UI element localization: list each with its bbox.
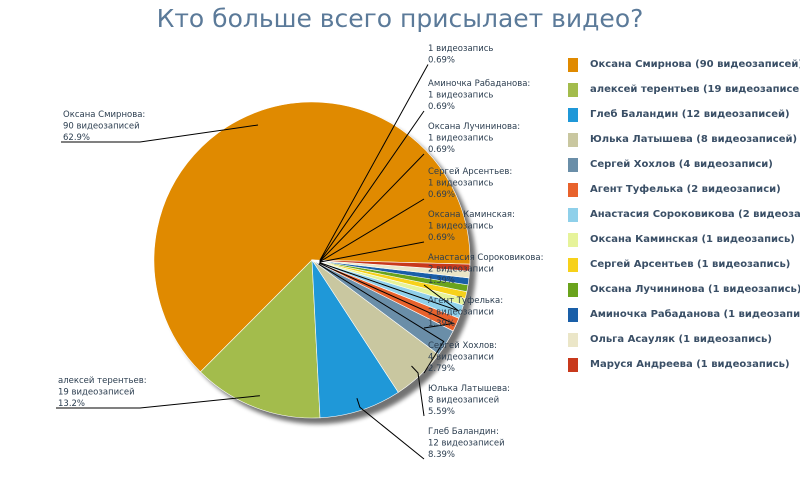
legend-swatch [568, 232, 578, 247]
legend-label: Анастасия Сороковикова (2 видеозаписи) [590, 209, 800, 220]
data-label-10: Аминочка Рабаданова: 1 видеозапись 0.69% [428, 79, 530, 112]
legend-swatch [568, 357, 578, 372]
data-label-9: Оксана Лучининова: 1 видеозапись 0.69% [428, 122, 520, 155]
legend-item-7: Оксана Каминская (1 видеозапись) [568, 227, 800, 252]
legend-label: Агент Туфелька (2 видеозаписи) [590, 184, 781, 195]
data-label-0: Оксана Смирнова: 90 видеозаписей 62.9% [63, 110, 145, 143]
pie-slice-12 [311, 259, 471, 272]
label-connector-7 [319, 241, 425, 263]
label-connector-6 [319, 262, 459, 312]
chart-title: Кто больше всего присылает видео? [156, 4, 644, 33]
legend-label: Глеб Баландин (12 видеозаписей) [590, 109, 790, 120]
legend-swatch [568, 332, 578, 347]
label-connector-8 [319, 198, 425, 263]
legend-label: Оксана Смирнова (90 видеозаписей) [590, 59, 800, 70]
legend-label: Сергей Арсентьев (1 видеозапись) [590, 259, 791, 270]
legend-item-0: Оксана Смирнова (90 видеозаписей) [568, 52, 800, 77]
pie-slice-0 [153, 101, 471, 373]
legend-swatch [568, 157, 578, 172]
legend-swatch [568, 282, 578, 297]
legend-item-2: Глеб Баландин (12 видеозаписей) [568, 102, 800, 127]
legend-swatch [568, 132, 578, 147]
data-label-6: Анастасия Сороковикова: 2 видеозаписи 1.39… [428, 253, 543, 286]
legend-label: Маруся Андреева (1 видеозапись) [590, 359, 790, 370]
pie-slice-1 [199, 259, 321, 419]
legend-label: алексей терентьев (19 видеозаписей) [590, 84, 800, 95]
label-connector-10 [319, 110, 425, 262]
legend-swatch [568, 57, 578, 72]
legend-item-12: Маруся Андреева (1 видеозапись) [568, 352, 800, 377]
label-connector-4 [318, 263, 445, 374]
legend-swatch [568, 257, 578, 272]
legend-item-4: Сергей Хохлов (4 видеозаписи) [568, 152, 800, 177]
legend-item-3: Юлька Латышева (8 видеозаписей) [568, 127, 800, 152]
label-connector-5 [318, 262, 456, 329]
legend-swatch [568, 307, 578, 322]
data-label-7: Оксана Каминская: 1 видеозапись 0.69% [428, 210, 515, 243]
legend-label: Аминочка Рабаданова (1 видеозапись) [590, 309, 800, 320]
legend-item-11: Ольга Асауляк (1 видеозапись) [568, 327, 800, 352]
data-label-5: Агент Туфелька: 2 видеозаписи 1.39% [428, 296, 503, 329]
legend-item-5: Агент Туфелька (2 видеозаписи) [568, 177, 800, 202]
legend-swatch [568, 82, 578, 97]
label-connector-2 [356, 398, 425, 460]
legend-label: Оксана Лучининова (1 видеозапись) [590, 284, 800, 295]
legend-item-6: Анастасия Сороковикова (2 видеозаписи) [568, 202, 800, 227]
legend-label: Оксана Каминская (1 видеозапись) [590, 234, 795, 245]
label-connector-1 [56, 395, 260, 409]
label-connector-0 [61, 124, 259, 143]
label-connector-3 [411, 365, 425, 417]
data-label-8: Сергей Арсентьев: 1 видеозапись 0.69% [428, 167, 512, 200]
data-label-3: Юлька Латышева: 8 видеозаписей 5.59% [428, 384, 510, 417]
data-label-1: алексей терентьев: 19 видеозаписей 13.2% [58, 376, 147, 409]
data-label-2: Глеб Баландин: 12 видеозаписей 8.39% [428, 427, 505, 460]
legend-label: Сергей Хохлов (4 видеозаписи) [590, 159, 773, 170]
legend-label: Юлька Латышева (8 видеозаписей) [590, 134, 798, 145]
legend-item-10: Аминочка Рабаданова (1 видеозапись) [568, 302, 800, 327]
label-connector-12 [319, 64, 429, 261]
legend-label: Ольга Асауляк (1 видеозапись) [590, 334, 772, 345]
legend-item-9: Оксана Лучининова (1 видеозапись) [568, 277, 800, 302]
data-label-12: 1 видеозапись 0.69% [428, 44, 493, 66]
legend-item-1: алексей терентьев (19 видеозаписей) [568, 77, 800, 102]
legend-swatch [568, 182, 578, 197]
label-connector-9 [319, 153, 425, 262]
chart-legend: Оксана Смирнова (90 видеозаписей) алексей… [568, 52, 800, 377]
data-label-4: Сергей Хохлов: 4 видеозаписи 2.79% [428, 341, 497, 374]
legend-item-8: Сергей Арсентьев (1 видеозапись) [568, 252, 800, 277]
legend-swatch [568, 107, 578, 122]
legend-swatch [568, 207, 578, 222]
